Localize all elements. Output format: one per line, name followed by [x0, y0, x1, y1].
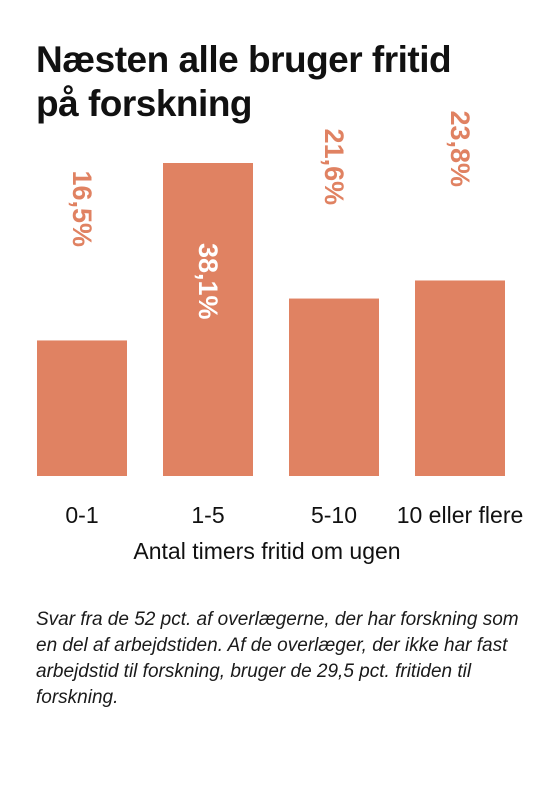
chart-title-line-2: på forskning: [36, 83, 253, 124]
bar-chart: 16,5% 38,1% 21,6% 23,8% 0-1 1-5 5-10 10 eller …: [37, 110, 523, 564]
x-tick-labels-group: 0-1 1-5 5-10 10 eller flere: [65, 502, 523, 528]
bar-0-1: [37, 340, 127, 476]
chart-title-line-1: Næsten alle bruger fritid: [36, 39, 452, 80]
chart-title: Næsten alle bruger fritid på forskning: [36, 38, 526, 126]
value-label-0-1: 16,5%: [67, 170, 97, 247]
x-tick-label-1-5: 1-5: [191, 502, 224, 528]
footnote: Svar fra de 52 pct. af overlægerne, der …: [36, 609, 519, 708]
value-label-5-10: 21,6%: [319, 129, 349, 206]
bar-5-10: [289, 298, 379, 476]
x-tick-label-10-eller-flere: 10 eller flere: [397, 502, 524, 528]
x-tick-label-0-1: 0-1: [65, 502, 98, 528]
bars-group: [37, 163, 505, 476]
x-tick-label-5-10: 5-10: [311, 502, 357, 528]
value-label-10-eller-flere: 23,8%: [445, 110, 475, 187]
x-axis-label: Antal timers fritid om ugen: [133, 538, 400, 564]
value-label-1-5: 38,1%: [193, 243, 223, 320]
value-labels-group: 16,5% 38,1% 21,6% 23,8%: [67, 110, 475, 319]
bar-1-5: [163, 163, 253, 476]
bar-10-eller-flere: [415, 280, 505, 476]
